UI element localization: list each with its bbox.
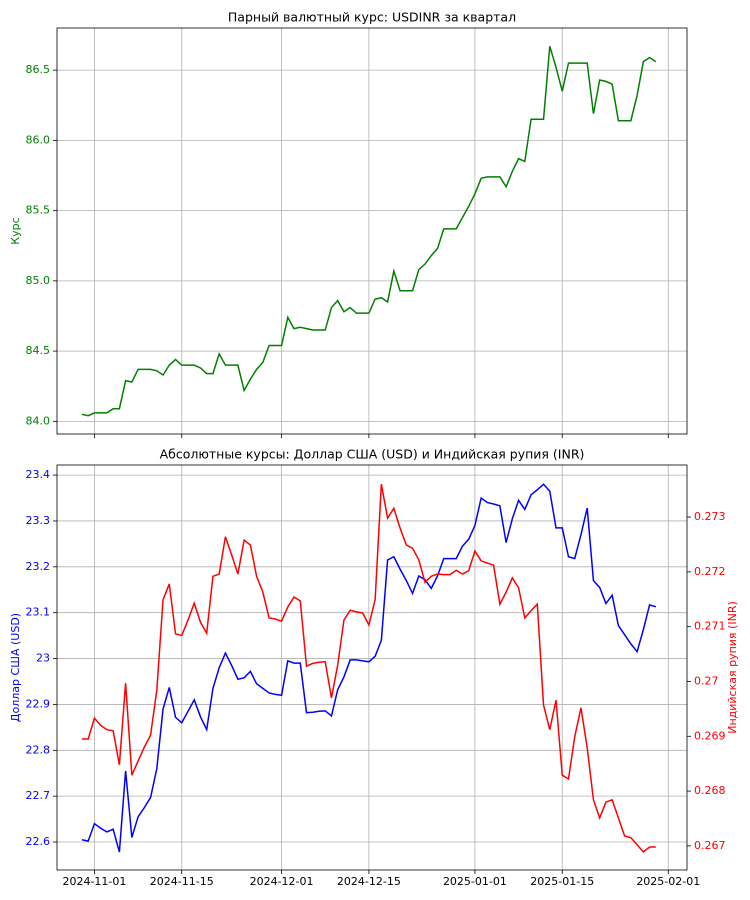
y2-tick-label: 0.271 — [694, 620, 726, 633]
y2-tick-label: 0.272 — [694, 565, 726, 578]
y-tick-label: 86.5 — [26, 63, 51, 76]
y-tick-label: 85.5 — [26, 204, 51, 217]
y-tick-label: 22.6 — [26, 835, 51, 848]
x-tick-label: 2024-12-01 — [250, 875, 314, 888]
x-tick-label: 2025-01-15 — [530, 875, 594, 888]
y2-tick-label: 0.269 — [694, 729, 726, 742]
y2-tick-label: 0.27 — [694, 674, 719, 687]
plot-frame — [56, 464, 688, 871]
y-tick-label: 23 — [36, 652, 50, 665]
series-line — [81, 484, 656, 853]
y2-tick-label: 0.267 — [694, 839, 726, 852]
x-tick-label: 2024-11-01 — [62, 875, 126, 888]
y-tick-label: 86.0 — [26, 133, 51, 146]
y-tick-label: 23.2 — [26, 560, 51, 573]
y2-tick-label: 0.273 — [694, 510, 726, 523]
y-tick-label: 84.0 — [26, 414, 51, 427]
x-tick-label: 2025-02-01 — [636, 875, 700, 888]
x-tick-label: 2025-01-01 — [443, 875, 507, 888]
y-axis-label: Доллар США (USD) — [9, 613, 22, 722]
y-tick-label: 22.7 — [26, 789, 51, 802]
y-tick-label: 22.8 — [26, 743, 51, 756]
y-tick-label: 23.3 — [26, 514, 51, 527]
plot-frame — [56, 27, 688, 435]
y-tick-label: 22.9 — [26, 697, 51, 710]
y-tick-label: 85.0 — [26, 274, 51, 287]
x-tick-label: 2024-12-15 — [337, 875, 401, 888]
y-tick-label: 23.1 — [26, 606, 51, 619]
y-tick-label: 23.4 — [26, 468, 51, 481]
x-tick-label: 2024-11-15 — [150, 875, 214, 888]
chart-title: Абсолютные курсы: Доллар США (USD) и Инд… — [160, 447, 585, 462]
y-axis-label: Курс — [9, 217, 22, 244]
y-tick-label: 84.5 — [26, 344, 51, 357]
y2-axis-label: Индийская рупия (INR) — [726, 601, 739, 734]
series-line — [81, 483, 657, 853]
y2-tick-label: 0.268 — [694, 784, 726, 797]
chart-title: Парный валютный курс: USDINR за квартал — [228, 10, 516, 25]
series-line — [81, 46, 657, 417]
